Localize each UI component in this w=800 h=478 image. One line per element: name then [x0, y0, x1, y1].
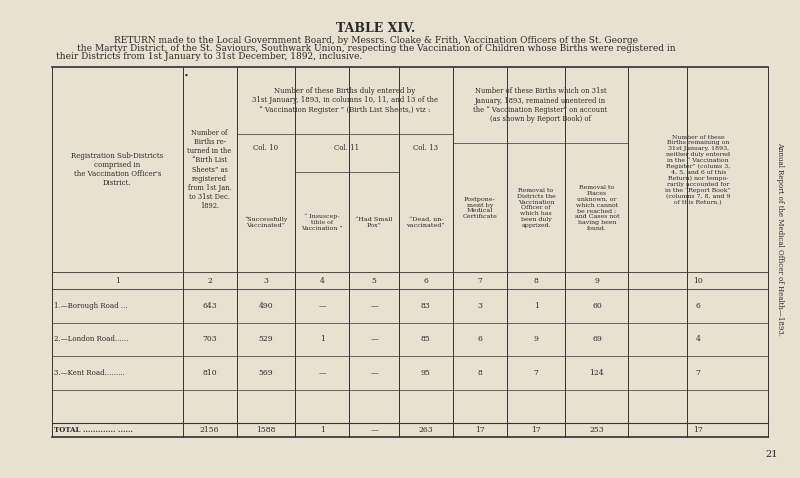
Text: 95: 95 [421, 369, 430, 377]
Text: —: — [370, 302, 378, 310]
Text: 263: 263 [418, 426, 433, 434]
Text: 529: 529 [258, 336, 274, 343]
Text: the Martyr District, of the St. Saviours, Southwark Union, respecting the Vaccin: the Martyr District, of the St. Saviours… [77, 44, 675, 53]
Text: 1.—Borough Road ...: 1.—Borough Road ... [54, 302, 128, 310]
Text: 69: 69 [592, 336, 602, 343]
Text: —: — [370, 369, 378, 377]
Text: Annual Report of the Medical Officer of Health—1893.: Annual Report of the Medical Officer of … [776, 142, 784, 336]
Text: —: — [370, 426, 378, 434]
Text: “Had Small
Pox”: “Had Small Pox” [355, 217, 393, 228]
Text: 21: 21 [766, 450, 778, 459]
Text: 7: 7 [696, 369, 701, 377]
Text: 6: 6 [478, 336, 482, 343]
Text: 8: 8 [534, 277, 538, 285]
Text: 253: 253 [590, 426, 604, 434]
Text: 703: 703 [202, 336, 217, 343]
Text: 490: 490 [258, 302, 274, 310]
Text: 2: 2 [207, 277, 212, 285]
Text: —: — [318, 302, 326, 310]
Text: Removal to
Districts the
Vaccination
Officer of
which has
been duly
apprized.: Removal to Districts the Vaccination Off… [517, 188, 555, 228]
Text: 17: 17 [531, 426, 541, 434]
Text: 17: 17 [694, 426, 703, 434]
Text: 1588: 1588 [256, 426, 276, 434]
Text: 6: 6 [423, 277, 428, 285]
Text: 9: 9 [594, 277, 599, 285]
Text: 1: 1 [320, 336, 325, 343]
Text: their Districts from 1st January to 31st December, 1892, inclusive.: their Districts from 1st January to 31st… [56, 52, 362, 61]
Text: 1: 1 [115, 277, 120, 285]
Text: “Successfully
Vaccinated”: “Successfully Vaccinated” [244, 217, 288, 228]
Text: “Dead, un-
vaccinated”: “Dead, un- vaccinated” [406, 217, 445, 228]
Text: 124: 124 [590, 369, 604, 377]
Text: 83: 83 [421, 302, 430, 310]
Text: 4: 4 [696, 336, 701, 343]
Text: 9: 9 [534, 336, 538, 343]
Text: 3.—Kent Road.........: 3.—Kent Road......... [54, 369, 126, 377]
Text: 3: 3 [478, 302, 482, 310]
Text: Number of
Births re-
turned in the
“Birth List
Sheets” as
registered
from 1st Ja: Number of Births re- turned in the “Birt… [187, 129, 232, 210]
Text: 5: 5 [371, 277, 377, 285]
Text: 7: 7 [534, 369, 538, 377]
Text: RETURN made to the Local Government Board, by Messrs. Cloake & Frith, Vaccinatio: RETURN made to the Local Government Boar… [114, 36, 638, 45]
Text: Removal to
Places
unknown, or
which cannot
be reached ;
and Cases not
having bee: Removal to Places unknown, or which cann… [574, 185, 619, 231]
Text: 1: 1 [320, 426, 325, 434]
Text: 2156: 2156 [200, 426, 219, 434]
Text: 569: 569 [258, 369, 274, 377]
Text: 810: 810 [202, 369, 217, 377]
Text: 6: 6 [696, 302, 701, 310]
Text: —: — [318, 369, 326, 377]
Text: TOTAL ............. ......: TOTAL ............. ...... [54, 426, 134, 434]
Text: Number of these Births duly entered by
31st January, 1893, in columns 10, 11, an: Number of these Births duly entered by 3… [252, 87, 438, 114]
Text: 60: 60 [592, 302, 602, 310]
Text: Number of these
Births remaining on
31st January, 1893,
neither duly entered
in : Number of these Births remaining on 31st… [666, 135, 731, 205]
Text: Number of these Births which on 31st
January, 1893, remained unentered in
the “ : Number of these Births which on 31st Jan… [474, 87, 608, 123]
Text: 2.—London Road......: 2.—London Road...... [54, 336, 129, 343]
Text: •: • [184, 72, 189, 80]
Text: 85: 85 [421, 336, 430, 343]
Text: 8: 8 [478, 369, 482, 377]
Text: 10: 10 [694, 277, 703, 285]
Text: 1: 1 [534, 302, 538, 310]
Text: 7: 7 [478, 277, 482, 285]
Text: Postpone-
ment by
Medical
Certificate: Postpone- ment by Medical Certificate [462, 197, 498, 219]
Text: Col. 13: Col. 13 [414, 144, 438, 152]
Text: Col. 11: Col. 11 [334, 144, 359, 152]
Text: Registration Sub-Districts
comprised in
the Vaccination Officer's
District.: Registration Sub-Districts comprised in … [71, 152, 163, 187]
Text: “ Insuscep-
tible of
Vaccination ”: “ Insuscep- tible of Vaccination ” [302, 214, 343, 231]
Text: 3: 3 [263, 277, 268, 285]
Text: TABLE XIV.: TABLE XIV. [336, 22, 416, 34]
Text: Col. 10: Col. 10 [254, 144, 278, 152]
Text: 17: 17 [475, 426, 485, 434]
Text: 4: 4 [320, 277, 325, 285]
Text: —: — [370, 336, 378, 343]
Text: 643: 643 [202, 302, 217, 310]
